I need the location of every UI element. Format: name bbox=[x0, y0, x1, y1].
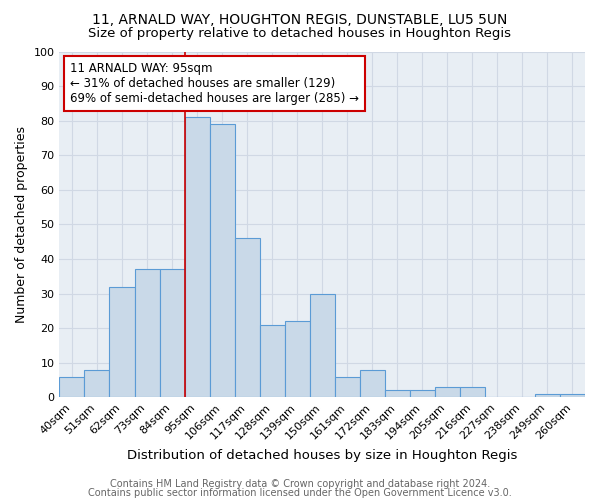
Y-axis label: Number of detached properties: Number of detached properties bbox=[15, 126, 28, 323]
Bar bbox=[59, 376, 85, 398]
Text: 11 ARNALD WAY: 95sqm
← 31% of detached houses are smaller (129)
69% of semi-deta: 11 ARNALD WAY: 95sqm ← 31% of detached h… bbox=[70, 62, 359, 105]
Bar bbox=[235, 238, 260, 398]
Text: 11, ARNALD WAY, HOUGHTON REGIS, DUNSTABLE, LU5 5UN: 11, ARNALD WAY, HOUGHTON REGIS, DUNSTABL… bbox=[92, 12, 508, 26]
Bar bbox=[85, 370, 109, 398]
Bar bbox=[109, 286, 134, 398]
Bar bbox=[535, 394, 560, 398]
Bar bbox=[160, 270, 185, 398]
Text: Contains HM Land Registry data © Crown copyright and database right 2024.: Contains HM Land Registry data © Crown c… bbox=[110, 479, 490, 489]
X-axis label: Distribution of detached houses by size in Houghton Regis: Distribution of detached houses by size … bbox=[127, 450, 517, 462]
Bar bbox=[435, 387, 460, 398]
Text: Contains public sector information licensed under the Open Government Licence v3: Contains public sector information licen… bbox=[88, 488, 512, 498]
Bar bbox=[560, 394, 585, 398]
Bar bbox=[335, 376, 360, 398]
Bar bbox=[410, 390, 435, 398]
Bar bbox=[209, 124, 235, 398]
Bar bbox=[310, 294, 335, 398]
Bar bbox=[134, 270, 160, 398]
Bar bbox=[360, 370, 385, 398]
Bar bbox=[260, 324, 284, 398]
Bar bbox=[284, 321, 310, 398]
Bar bbox=[385, 390, 410, 398]
Bar bbox=[185, 117, 209, 398]
Text: Size of property relative to detached houses in Houghton Regis: Size of property relative to detached ho… bbox=[89, 28, 511, 40]
Bar bbox=[460, 387, 485, 398]
